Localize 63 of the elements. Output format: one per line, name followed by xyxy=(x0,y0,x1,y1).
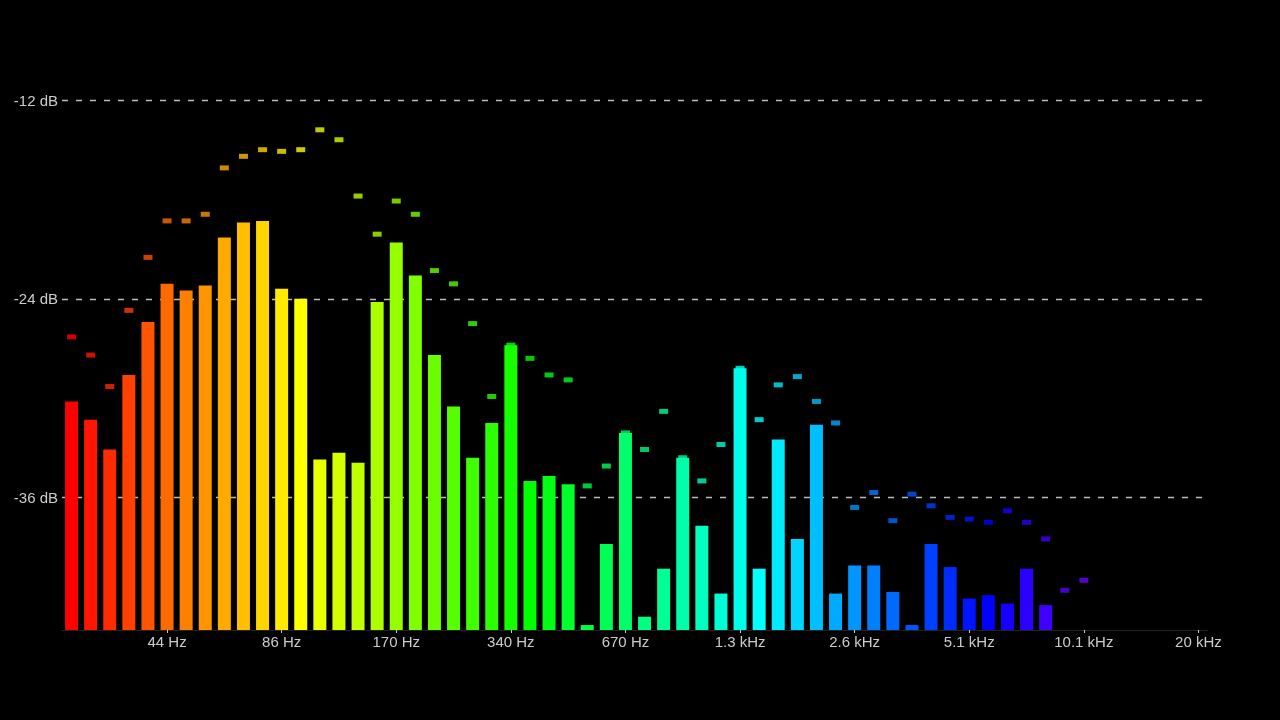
bar xyxy=(370,302,384,630)
bar xyxy=(580,625,594,630)
x-tick-label: 10.1 kHz xyxy=(1054,633,1114,650)
bar xyxy=(943,567,957,630)
y-tick-label: -36 dB xyxy=(13,489,58,506)
x-tick-label: 340 Hz xyxy=(487,633,535,650)
bar xyxy=(714,593,728,630)
bar xyxy=(351,462,365,630)
x-tick-label: 1.3 kHz xyxy=(714,633,766,650)
bar xyxy=(179,290,193,630)
bar xyxy=(790,538,804,630)
x-tick-label: 5.1 kHz xyxy=(943,633,995,650)
bar xyxy=(599,543,613,630)
bar xyxy=(332,452,346,630)
bar xyxy=(657,568,671,630)
bar xyxy=(676,457,690,630)
bar xyxy=(924,543,938,630)
bar xyxy=(122,374,136,630)
bar xyxy=(638,616,652,630)
bar xyxy=(886,591,900,630)
bar xyxy=(771,439,785,630)
x-tick-label: 86 Hz xyxy=(262,633,302,650)
bar xyxy=(160,283,174,630)
bar xyxy=(103,449,117,630)
bar xyxy=(523,480,537,630)
x-tick-label: 170 Hz xyxy=(372,633,421,650)
bar xyxy=(695,525,709,630)
bar xyxy=(408,275,422,630)
bar xyxy=(466,457,480,630)
bar xyxy=(65,401,79,630)
bar xyxy=(389,242,403,630)
bar xyxy=(447,406,461,630)
bar xyxy=(867,565,881,630)
bar xyxy=(313,459,327,630)
bar xyxy=(198,285,212,630)
bar xyxy=(752,568,766,630)
bar xyxy=(809,424,823,630)
bar xyxy=(84,419,98,630)
x-tick-label: 670 Hz xyxy=(601,633,650,650)
bar xyxy=(294,298,308,630)
bar xyxy=(141,321,155,630)
bar xyxy=(848,565,862,630)
bar xyxy=(1039,605,1053,630)
bar xyxy=(217,237,231,630)
bar xyxy=(618,432,632,630)
bar xyxy=(1000,603,1014,630)
bar xyxy=(236,222,250,630)
y-tick-label: -24 dB xyxy=(13,290,58,308)
bar xyxy=(256,220,270,630)
bar xyxy=(427,355,441,630)
x-tick-label: 44 Hz xyxy=(147,633,187,650)
bar xyxy=(561,484,575,630)
bar xyxy=(542,475,556,630)
bar xyxy=(829,593,843,630)
bar xyxy=(905,625,919,630)
bar xyxy=(981,595,995,630)
y-tick-label: -12 dB xyxy=(13,91,58,109)
x-tick-label: 20 kHz xyxy=(1175,633,1222,650)
bar xyxy=(1020,568,1034,630)
bar xyxy=(962,598,976,630)
x-tick-label: 2.6 kHz xyxy=(829,633,881,650)
bar xyxy=(485,422,499,630)
bar xyxy=(275,288,289,630)
